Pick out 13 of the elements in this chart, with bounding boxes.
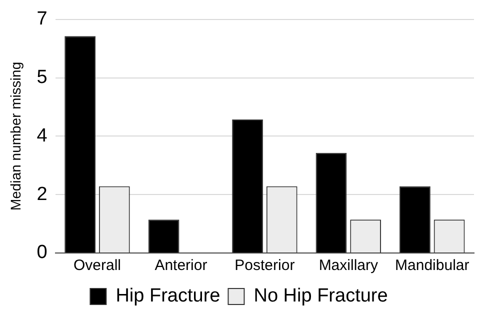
y-tick-label: 5 <box>36 67 48 88</box>
legend-label: Hip Fracture <box>116 286 220 307</box>
x-tick-label: Maxillary <box>318 257 378 274</box>
x-tick-label: Mandibular <box>395 257 470 274</box>
y-tick-label: 0 <box>36 242 48 264</box>
y-axis-title: Median number missing <box>7 62 24 211</box>
x-tick-label: Overall <box>73 257 121 274</box>
y-tick-label: 4 <box>36 125 48 146</box>
x-tick-label: Anterior <box>154 257 208 274</box>
y-tick-label: 7 <box>36 8 48 30</box>
x-tick-label: Posterior <box>234 257 295 274</box>
y-tick-label: 2 <box>36 184 48 205</box>
legend-label: No Hip Fracture <box>254 286 388 307</box>
